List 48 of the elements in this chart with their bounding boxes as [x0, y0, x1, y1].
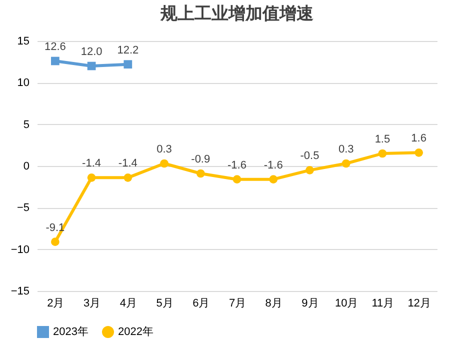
data-label: -1.4	[118, 158, 138, 170]
x-tick-label: 3月	[83, 298, 101, 310]
point	[124, 60, 132, 69]
data-label: 12.2	[117, 44, 139, 56]
data-label: 1.6	[411, 132, 426, 145]
x-tick-label: 5月	[156, 298, 174, 310]
legend-label: 2023年	[53, 326, 88, 338]
y-tick-label: 15	[17, 36, 30, 48]
point	[160, 159, 168, 168]
chart-title: 规上工业增加值增速	[160, 4, 314, 23]
data-label: 0.3	[338, 144, 354, 156]
data-label: 0.3	[156, 144, 172, 156]
x-tick-label: 2月	[47, 298, 64, 310]
data-label: 12.6	[44, 41, 66, 53]
y-tick-label: −10	[10, 244, 30, 256]
point	[232, 175, 242, 184]
x-tick-label: 6月	[192, 298, 210, 310]
data-label: -1.4	[82, 158, 102, 170]
legend-label: 2022年	[118, 326, 154, 338]
point	[87, 62, 96, 70]
point	[196, 169, 205, 178]
point	[87, 173, 96, 182]
x-tick-label: 8月	[265, 298, 282, 310]
y-tick-label: −5	[16, 202, 30, 214]
data-label: -0.5	[300, 150, 320, 162]
point	[378, 149, 387, 158]
point	[414, 148, 423, 157]
point	[269, 175, 278, 184]
point	[51, 56, 60, 66]
data-label: -1.6	[264, 159, 283, 172]
point	[124, 173, 132, 182]
data-label: 12.0	[80, 46, 102, 58]
y-tick-label: 10	[17, 77, 30, 90]
point	[306, 166, 314, 174]
data-label: 1.5	[374, 134, 390, 146]
y-tick-label: 5	[23, 118, 30, 131]
y-tick-label: −15	[10, 286, 30, 298]
x-tick-label: 11月	[372, 298, 394, 310]
x-tick-label: 10月	[334, 298, 358, 310]
point	[51, 238, 60, 246]
y-tick-label: 0	[23, 160, 30, 172]
x-tick-label: 12月	[408, 298, 431, 310]
data-label: -0.9	[191, 154, 210, 166]
point	[342, 159, 350, 168]
x-tick-label: 7月	[228, 298, 246, 310]
x-tick-label: 9月	[302, 298, 319, 310]
x-tick-label: 4月	[120, 298, 137, 310]
data-label: -1.6	[228, 159, 246, 172]
